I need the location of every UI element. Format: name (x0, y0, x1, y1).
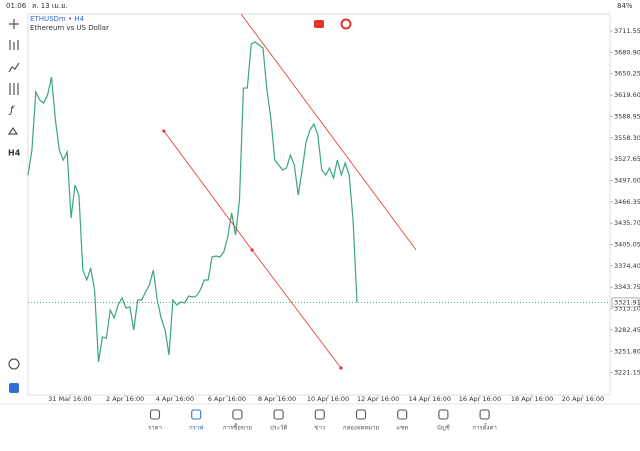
y-tick-label: 3221.15 (614, 369, 640, 377)
nav-icon[interactable] (355, 409, 367, 420)
x-tick-label: 10 Apr 16:00 (307, 395, 349, 403)
y-tick-label: 3374.40 (614, 262, 640, 270)
y-tick-label: 3497.00 (614, 176, 640, 184)
timeframe[interactable]: H4 (8, 149, 21, 158)
y-tick-label: 3680.90 (614, 48, 640, 56)
y-tick-label: 3711.55 (614, 27, 640, 35)
nav-icon[interactable] (479, 409, 490, 420)
y-tick-label: 3313.10 (614, 305, 640, 313)
status-battery: 84% (617, 2, 633, 10)
crosshair-tool[interactable] (9, 19, 19, 29)
nav-icon[interactable] (273, 409, 284, 420)
nav-icon[interactable] (314, 409, 325, 420)
app-icon[interactable] (9, 383, 19, 393)
x-tick-label: 12 Apr 16:00 (357, 395, 399, 403)
left-toolbar: ƒ H4 (7, 19, 21, 393)
x-tick-label: 16 Apr 16:00 (459, 395, 501, 403)
nav-icon[interactable] (397, 409, 408, 420)
indicator-tool[interactable] (9, 83, 19, 95)
nav-label[interactable]: ประวัติ (270, 425, 288, 432)
sell-button[interactable] (314, 20, 324, 28)
x-tick-label: 20 Apr 16:00 (562, 395, 604, 403)
symbol-name: ETHUSDm • H4 (30, 15, 85, 23)
chart-type-tool[interactable] (8, 62, 20, 73)
symbol-description: Ethereum vs US Dollar (30, 24, 109, 32)
current-price-box (611, 297, 640, 308)
trend-point (162, 129, 166, 133)
price-line (27, 41, 358, 363)
nav-label[interactable]: การซื้อขาย (223, 422, 252, 432)
x-tick-label: 6 Apr 16:00 (208, 395, 246, 403)
nav-label[interactable]: ราคา (148, 425, 162, 432)
function-tool[interactable]: ƒ (8, 105, 15, 116)
y-tick-label: 3343.75 (614, 283, 640, 291)
objects-tool[interactable] (7, 126, 19, 135)
nav-label[interactable]: กราฟ (189, 425, 203, 432)
trend-point (250, 248, 254, 252)
x-tick-label: 18 Apr 16:00 (511, 395, 553, 403)
nav-label[interactable]: ข่าว (314, 425, 325, 432)
y-tick-label: 3435.70 (614, 219, 640, 227)
nav-icon[interactable] (438, 409, 449, 420)
y-tick-label: 3650.25 (614, 70, 640, 78)
nav-label[interactable]: บัญชี (437, 424, 450, 432)
trend-line (240, 13, 417, 251)
x-tick-label: 31 Mar 16:00 (48, 395, 91, 403)
analytics-tool[interactable] (8, 358, 20, 370)
nav-icon[interactable] (149, 409, 161, 420)
status-time: 01:06 (6, 2, 27, 10)
current-price-label: 3321.91 (614, 298, 640, 306)
x-tick-label: 4 Apr 16:00 (156, 395, 194, 403)
buy-button[interactable] (340, 18, 352, 30)
nav-icon[interactable] (191, 409, 202, 420)
y-tick-label: 3558.30 (614, 134, 640, 142)
nav-label[interactable]: แชท (396, 425, 408, 432)
y-tick-label: 3527.65 (614, 155, 640, 163)
y-tick-label: 3405.05 (614, 241, 640, 249)
nav-label[interactable]: การตั้งค่า (472, 422, 496, 432)
y-tick-label: 3251.80 (614, 347, 640, 355)
nav-label[interactable]: กล่องจดหมาย (343, 425, 379, 432)
status-date: ส. 13 เม.ย. (32, 2, 67, 10)
x-tick-label: 8 Apr 16:00 (258, 395, 296, 403)
nav-icon[interactable] (232, 409, 243, 420)
candle-tool[interactable] (9, 40, 19, 50)
x-tick-label: 2 Apr 16:00 (106, 395, 144, 403)
y-tick-label: 3466.35 (614, 198, 640, 206)
y-tick-label: 3282.45 (614, 326, 640, 334)
trend-point (339, 366, 343, 370)
y-tick-label: 3588.95 (614, 112, 640, 120)
chart-frame (27, 13, 611, 396)
x-tick-label: 14 Apr 16:00 (409, 395, 451, 403)
y-tick-label: 3619.60 (614, 91, 640, 99)
